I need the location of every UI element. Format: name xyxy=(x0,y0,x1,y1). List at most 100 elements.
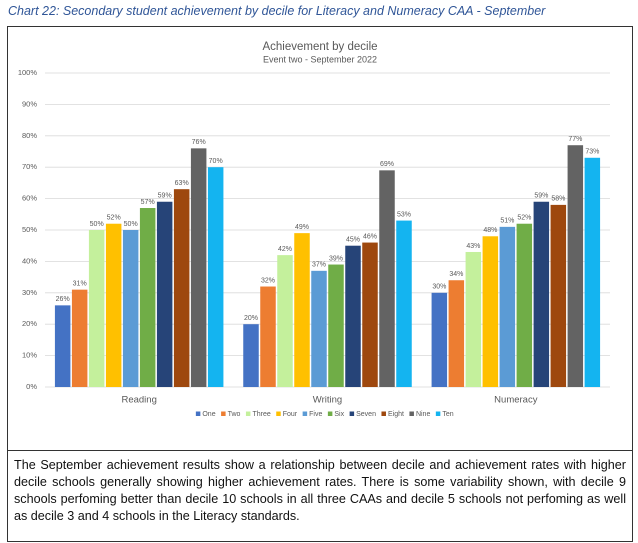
bar xyxy=(396,220,412,387)
legend-swatch xyxy=(221,411,226,416)
y-tick-label: 100% xyxy=(18,68,38,77)
legend-swatch xyxy=(302,411,308,416)
bar xyxy=(345,245,361,387)
value-label: 63% xyxy=(175,180,189,187)
legend-label: Nine xyxy=(416,411,431,418)
legend-swatch xyxy=(381,411,386,416)
bar xyxy=(328,264,344,387)
value-label: 52% xyxy=(107,215,121,222)
x-tick-label: Numeracy xyxy=(494,395,538,406)
bar xyxy=(173,189,190,387)
value-label: 70% xyxy=(209,158,223,165)
bar xyxy=(465,251,482,387)
bar xyxy=(156,201,173,387)
x-tick-label: Writing xyxy=(313,395,342,406)
bar xyxy=(122,230,139,387)
value-label: 59% xyxy=(158,193,172,200)
value-label: 50% xyxy=(90,221,104,228)
bar xyxy=(379,170,395,387)
value-label: 53% xyxy=(397,211,411,218)
bar xyxy=(448,280,465,387)
y-tick-label: 0% xyxy=(26,382,37,391)
value-label: 77% xyxy=(568,136,582,143)
legend-label: One xyxy=(202,411,215,418)
chart-title: Achievement by decile xyxy=(262,41,377,53)
bar xyxy=(105,223,122,387)
legend-label: Ten xyxy=(442,411,453,418)
value-label: 59% xyxy=(534,193,548,200)
bar xyxy=(482,236,499,387)
legend-label: Seven xyxy=(356,411,376,418)
y-tick-label: 60% xyxy=(22,194,37,203)
legend-swatch xyxy=(245,411,251,416)
y-tick-label: 20% xyxy=(22,319,37,328)
note: The September achievement results show a… xyxy=(7,450,633,542)
value-label: 51% xyxy=(500,218,514,225)
bar xyxy=(71,289,88,387)
bar xyxy=(277,255,293,387)
value-label: 76% xyxy=(192,139,206,146)
value-label: 46% xyxy=(363,233,377,240)
value-label: 45% xyxy=(346,237,360,244)
legend-label: Two xyxy=(228,411,241,418)
value-label: 73% xyxy=(585,149,599,156)
bar xyxy=(516,223,533,387)
value-label: 58% xyxy=(551,196,565,203)
value-label: 48% xyxy=(483,227,497,234)
y-tick-label: 40% xyxy=(22,256,37,265)
value-label: 69% xyxy=(380,161,394,168)
bar xyxy=(311,270,327,387)
chart: Achievement by decile Event two - Septem… xyxy=(18,41,610,418)
value-label: 57% xyxy=(141,199,155,206)
y-tick-label: 70% xyxy=(22,162,37,171)
value-label: 39% xyxy=(329,255,343,262)
value-label: 37% xyxy=(312,262,326,269)
caption: Chart 22: Secondary student achievement … xyxy=(8,4,546,18)
bar xyxy=(533,201,550,387)
legend-label: Three xyxy=(252,411,270,418)
bar xyxy=(190,148,207,387)
value-label: 32% xyxy=(261,277,275,284)
bar xyxy=(243,324,259,387)
value-label: 30% xyxy=(432,284,446,291)
y-tick-label: 10% xyxy=(22,351,37,360)
y-tick-label: 90% xyxy=(22,99,37,108)
value-label: 52% xyxy=(517,215,531,222)
bar xyxy=(294,233,310,387)
legend-swatch xyxy=(195,411,201,416)
bar xyxy=(567,145,584,387)
legend-label: Eight xyxy=(388,411,404,418)
chart-frame xyxy=(7,26,633,451)
legend-label: Six xyxy=(334,411,344,418)
legend-swatch xyxy=(276,411,281,416)
legend-swatch xyxy=(327,411,333,416)
bar xyxy=(584,157,601,387)
bar xyxy=(207,167,224,387)
legend-swatch xyxy=(435,411,441,416)
bar xyxy=(550,204,567,387)
value-label: 31% xyxy=(73,281,87,288)
bar xyxy=(431,292,448,387)
y-tick-label: 80% xyxy=(22,131,37,140)
bar xyxy=(88,230,105,387)
value-label: 34% xyxy=(449,271,463,278)
legend-swatch xyxy=(409,411,414,416)
y-tick-label: 30% xyxy=(22,288,37,297)
legend-label: Four xyxy=(283,411,298,418)
bar xyxy=(54,305,71,387)
value-label: 43% xyxy=(466,243,480,250)
bar xyxy=(499,226,516,387)
value-label: 26% xyxy=(56,296,70,303)
legend-swatch xyxy=(349,411,355,416)
chart-subtitle: Event two - September 2022 xyxy=(263,54,377,64)
value-label: 49% xyxy=(295,224,309,231)
y-tick-label: 50% xyxy=(22,225,37,234)
bar xyxy=(139,208,156,387)
x-tick-label: Reading xyxy=(121,395,156,406)
value-label: 42% xyxy=(278,246,292,253)
legend-label: Five xyxy=(309,411,322,418)
value-label: 20% xyxy=(244,315,258,322)
value-label: 50% xyxy=(124,221,138,228)
bar xyxy=(260,286,276,387)
